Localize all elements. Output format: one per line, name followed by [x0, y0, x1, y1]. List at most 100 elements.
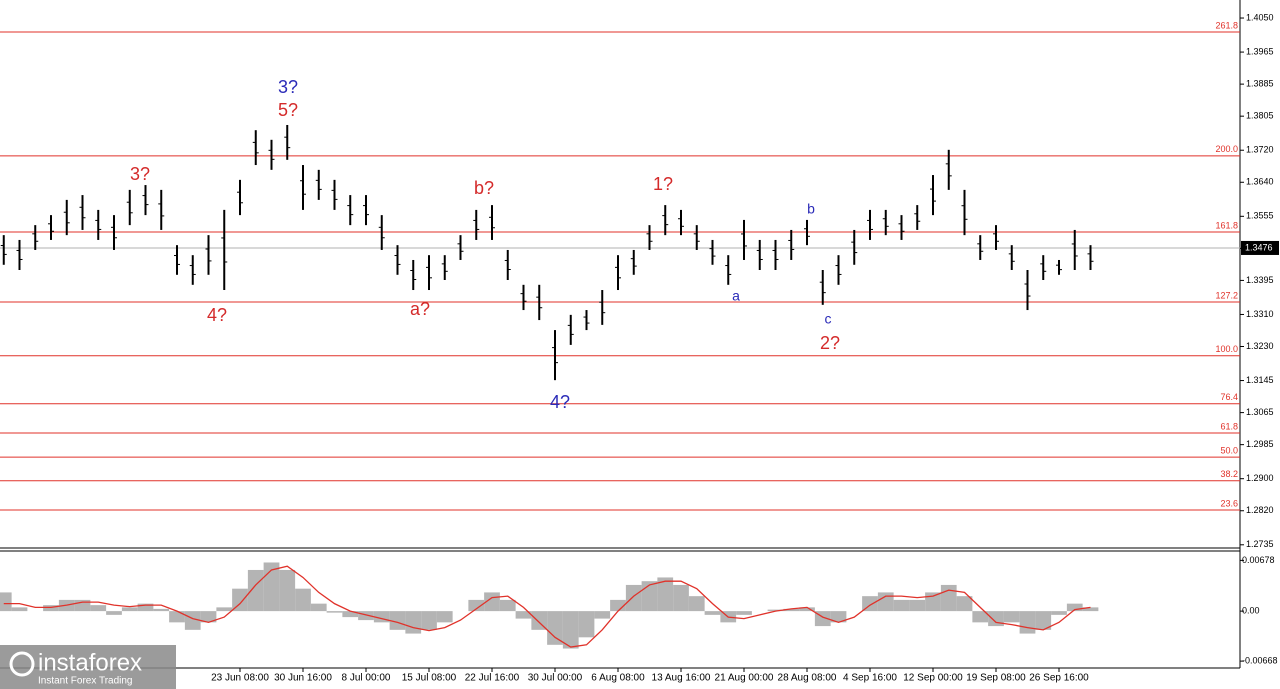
wave-label: b: [807, 201, 815, 217]
histogram-bar: [830, 611, 847, 623]
histogram-bar: [1003, 611, 1020, 623]
histogram-bar: [799, 607, 815, 612]
y-tick-label: 1.2985: [1246, 439, 1274, 449]
histogram-bar: [704, 611, 721, 615]
y-tick-label: 1.3640: [1246, 177, 1274, 187]
histogram-bar: [421, 611, 437, 630]
signal-line: [3, 565, 1091, 648]
histogram-bar: [184, 611, 201, 630]
histogram-bar: [389, 611, 406, 630]
histogram-bar: [121, 607, 138, 612]
histogram-bar: [1082, 607, 1099, 612]
y-tick-label: 0.00678: [1242, 555, 1275, 565]
logo-icon: [9, 651, 35, 677]
histogram-bar: [0, 592, 12, 612]
histogram-bar: [688, 596, 705, 612]
histogram-bar: [169, 611, 185, 623]
histogram-bar: [657, 577, 674, 612]
x-tick-label: 28 Aug 08:00: [778, 673, 837, 684]
histogram-bar: [877, 592, 894, 612]
histogram-bar: [594, 611, 611, 619]
wave-label: 1?: [653, 174, 673, 194]
histogram-bar: [247, 569, 264, 612]
x-tick-label: 4 Sep 16:00: [843, 673, 897, 684]
histogram-bar: [43, 605, 59, 612]
histogram-bar: [373, 611, 390, 623]
histogram-bar: [972, 611, 989, 623]
y-tick-label: 1.3395: [1246, 275, 1274, 285]
x-tick-label: 30 Jul 00:00: [528, 673, 583, 684]
histogram-bar: [499, 599, 516, 612]
y-tick-label: 1.3885: [1246, 78, 1274, 88]
logo-box: [0, 645, 176, 689]
x-tick-label: 13 Aug 16:00: [652, 673, 711, 684]
histogram-bar: [783, 608, 800, 612]
y-tick-label: 1.4050: [1246, 12, 1274, 22]
y-tick-label: 1.2820: [1246, 505, 1274, 515]
wave-label: 4?: [207, 305, 227, 325]
histogram-bar: [767, 609, 784, 612]
histogram-bar: [342, 611, 359, 618]
histogram-bar: [1051, 611, 1067, 615]
fib-label: 100.0: [1215, 344, 1238, 354]
histogram-bar: [893, 599, 910, 612]
wave-label: b?: [474, 178, 494, 198]
histogram-bar: [988, 611, 1004, 627]
histogram-bar: [578, 611, 595, 638]
y-tick-label: -0.00668: [1242, 655, 1278, 665]
fib-label: 127.2: [1215, 290, 1238, 300]
histogram-bar: [153, 608, 170, 612]
y-tick-label: 1.3230: [1246, 341, 1274, 351]
histogram-bar: [90, 605, 107, 612]
fib-label: 261.8: [1215, 20, 1238, 30]
brand: instaforex: [38, 649, 142, 676]
tagline: Instant Forex Trading: [38, 676, 133, 687]
fib-label: 161.8: [1215, 220, 1238, 230]
y-tick-label: 1.2735: [1246, 539, 1274, 549]
y-tick-label: 1.3805: [1246, 111, 1274, 121]
wave-label: a?: [410, 299, 430, 319]
fib-label: 23.6: [1220, 498, 1238, 508]
histogram-bar: [358, 611, 374, 621]
histogram-bar: [263, 562, 280, 612]
histogram-bar: [925, 592, 941, 612]
x-tick-label: 26 Sep 16:00: [1029, 673, 1089, 684]
y-tick-label: 1.3555: [1246, 211, 1274, 221]
fib-label: 200.0: [1215, 144, 1238, 154]
y-tick-label: 1.3310: [1246, 309, 1274, 319]
y-tick-label: 1.3145: [1246, 375, 1274, 385]
histogram-bar: [909, 599, 926, 612]
last-price-label: 1.3476: [1245, 242, 1273, 252]
histogram-bar: [295, 588, 311, 612]
histogram-bar: [940, 584, 957, 612]
y-tick-label: 1.3065: [1246, 407, 1274, 417]
fib-label: 76.4: [1220, 392, 1238, 402]
y-tick-label: 1.3965: [1246, 46, 1274, 56]
histogram-bar: [515, 611, 532, 619]
histogram-bar: [137, 603, 154, 612]
y-tick-label: 1.2900: [1246, 473, 1274, 483]
fib-label: 61.8: [1220, 421, 1238, 431]
histogram-bar: [547, 611, 563, 645]
fib-label: 50.0: [1220, 445, 1238, 455]
x-tick-label: 23 Jun 08:00: [211, 673, 269, 684]
histogram-bar: [468, 599, 485, 612]
histogram-bar: [106, 611, 122, 615]
histogram-bar: [11, 607, 28, 612]
wave-label: 3?: [278, 77, 298, 97]
wave-label: 4?: [550, 392, 570, 412]
histogram-bar: [531, 611, 548, 630]
x-tick-label: 12 Sep 00:00: [903, 673, 963, 684]
histogram-bar: [956, 596, 973, 612]
histogram-bar: [326, 611, 343, 613]
histogram-bar: [74, 599, 91, 612]
histogram-bar: [1066, 603, 1083, 612]
histogram-bar: [610, 599, 626, 612]
x-tick-label: 19 Sep 08:00: [966, 673, 1026, 684]
histogram-bar: [641, 581, 658, 612]
fib-label: 38.2: [1220, 469, 1238, 479]
wave-label: 5?: [278, 100, 298, 120]
x-tick-label: 15 Jul 08:00: [402, 673, 457, 684]
